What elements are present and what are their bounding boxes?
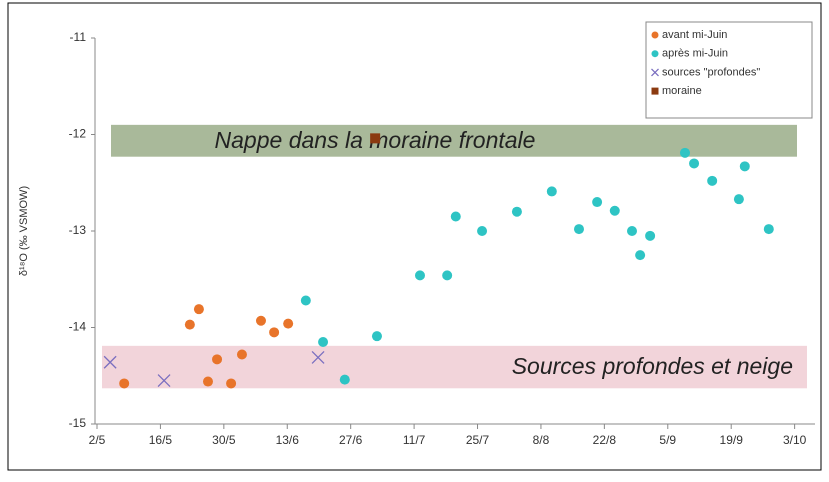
point xyxy=(339,374,350,385)
point xyxy=(371,331,382,342)
legend: avant mi-Juin après mi-Juin sources "profo… xyxy=(651,29,760,97)
x-tick-label: 13/6 xyxy=(276,433,300,447)
point xyxy=(226,378,237,389)
point xyxy=(157,374,171,388)
point xyxy=(592,197,603,208)
annotation-text: Sources profondes et neige xyxy=(512,353,793,379)
legend-marker xyxy=(651,50,659,58)
legend-label: après mi-Juin xyxy=(662,48,728,60)
x-tick-label: 11/7 xyxy=(403,433,426,447)
point xyxy=(414,270,425,281)
annotation-band xyxy=(102,345,807,389)
point xyxy=(255,315,266,326)
x-tick-label: 27/6 xyxy=(339,433,363,447)
point xyxy=(202,376,213,387)
point xyxy=(679,147,690,158)
legend-label: moraine xyxy=(662,85,702,97)
point xyxy=(763,224,774,235)
point xyxy=(477,226,488,236)
legend-marker xyxy=(651,31,659,39)
x-tick-label: 22/8 xyxy=(593,433,617,447)
point xyxy=(511,206,522,217)
y-tick-label: -12 xyxy=(69,127,87,141)
point xyxy=(370,133,381,144)
point xyxy=(645,230,656,241)
y-tick-label: -14 xyxy=(69,320,87,334)
legend-marker xyxy=(651,68,659,77)
point xyxy=(635,250,646,261)
point xyxy=(689,158,700,169)
point xyxy=(546,186,557,197)
point xyxy=(212,354,223,365)
point xyxy=(707,175,718,186)
point xyxy=(311,350,325,364)
point xyxy=(119,378,130,389)
point xyxy=(733,194,744,205)
x-tick-label: 25/7 xyxy=(466,433,490,447)
point xyxy=(193,304,204,315)
legend-box xyxy=(645,21,813,119)
x-tick-label: 16/5 xyxy=(149,433,173,447)
point xyxy=(300,295,311,306)
point xyxy=(283,318,294,329)
x-tick-label: 3/10 xyxy=(783,433,807,447)
point xyxy=(184,319,195,330)
y-axis-label: δ¹⁸O (‰ VSMOW) xyxy=(18,186,30,276)
x-tick-label: 5/9 xyxy=(659,433,676,447)
point xyxy=(103,355,117,369)
point xyxy=(318,336,329,347)
point xyxy=(626,226,637,236)
point xyxy=(236,349,247,360)
y-tick-label: -11 xyxy=(70,30,87,44)
legend-label: sources "profondes" xyxy=(662,66,760,78)
y-tick-label: -15 xyxy=(69,416,87,430)
point xyxy=(609,205,620,216)
x-tick-label: 19/9 xyxy=(720,433,744,447)
point xyxy=(450,211,461,222)
point xyxy=(442,270,453,281)
y-tick-label: -13 xyxy=(69,223,87,237)
legend-label: avant mi-Juin xyxy=(662,29,727,41)
x-tick-label: 30/5 xyxy=(212,433,236,447)
legend-marker xyxy=(651,87,659,95)
marks xyxy=(103,133,774,389)
point xyxy=(739,161,750,172)
point xyxy=(269,327,280,338)
point xyxy=(573,224,584,235)
x-tick-label: 2/5 xyxy=(89,433,106,447)
x-tick-label: 8/8 xyxy=(533,433,550,447)
